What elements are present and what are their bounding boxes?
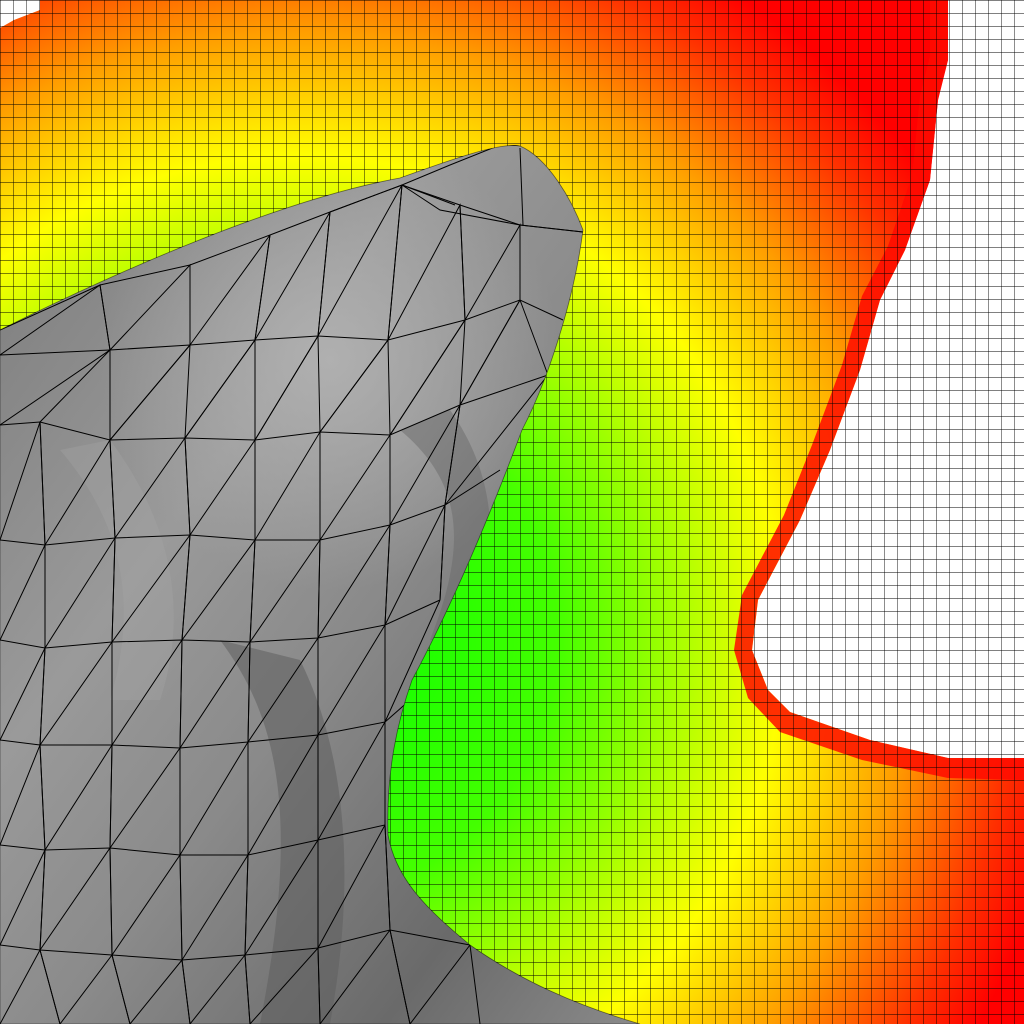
mesh-wireframe	[0, 145, 584, 1024]
triangle-mesh	[0, 144, 641, 1024]
